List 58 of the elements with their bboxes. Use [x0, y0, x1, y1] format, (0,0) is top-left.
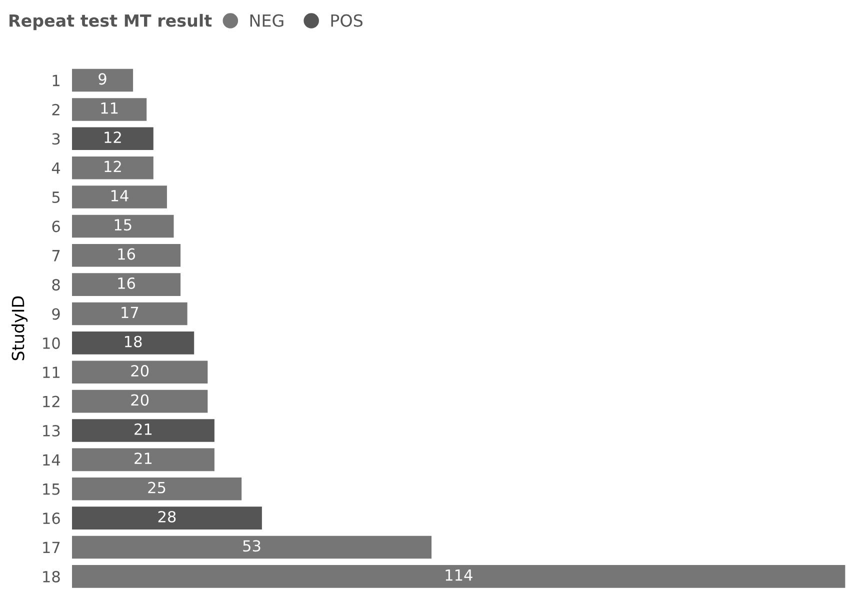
bar: [72, 186, 167, 208]
y-tick-label: 5: [52, 192, 60, 204]
bar: [72, 565, 846, 588]
data-label: 12: [104, 160, 121, 172]
bar: [72, 127, 154, 150]
data-label: 15: [114, 219, 132, 231]
data-label: 20: [131, 394, 149, 406]
data-label: 12: [104, 132, 121, 143]
data-label: 14: [111, 190, 128, 202]
y-tick-label: 1: [52, 74, 60, 86]
data-label: 11: [101, 102, 118, 114]
y-tick-label: 4: [52, 162, 60, 174]
y-tick-label: 9: [52, 308, 60, 320]
bar: [72, 68, 134, 92]
bar: [72, 332, 194, 354]
data-label: 21: [134, 452, 152, 464]
y-tick-label: 11: [43, 366, 60, 378]
bar: [72, 360, 208, 384]
data-label: 16: [118, 277, 136, 290]
y-tick-label: 6: [52, 220, 60, 232]
data-label: 21: [134, 423, 152, 435]
bar: [72, 419, 214, 442]
y-tick-label: 7: [52, 250, 60, 262]
y-tick-label: 14: [43, 454, 60, 466]
legend-title: Repeat test MT result: [10, 14, 212, 30]
legend-label: POS: [331, 14, 362, 27]
y-tick-label: 2: [52, 104, 60, 116]
bar: [72, 448, 214, 472]
legend-label: NEG: [250, 14, 284, 27]
bar: [72, 156, 154, 180]
y-tick-label: 12: [43, 396, 60, 408]
data-label: 18: [125, 336, 142, 348]
y-tick-label: 15: [43, 484, 60, 495]
y-tick-label: 17: [43, 542, 60, 554]
y-tick-label: 16: [43, 512, 60, 524]
bar: [72, 244, 181, 267]
data-label: 20: [131, 365, 149, 377]
data-label: 9: [98, 73, 106, 85]
bar: [72, 536, 432, 559]
y-tick-label: 18: [43, 570, 60, 582]
y-tick-label: 13: [43, 424, 60, 437]
y-axis-title: StudyID: [11, 296, 28, 360]
bar: [72, 477, 242, 500]
bar: [72, 273, 181, 296]
bar: [72, 390, 208, 413]
data-label: 28: [158, 510, 176, 522]
y-tick-label: 3: [52, 133, 60, 145]
y-tick-label: 8: [52, 279, 60, 291]
data-label: 16: [118, 248, 136, 260]
data-label: 53: [243, 540, 260, 552]
data-label: 17: [122, 306, 138, 318]
bar: [72, 98, 147, 121]
data-label: 114: [446, 570, 472, 581]
data-label: 25: [148, 482, 166, 494]
bar: [72, 302, 188, 326]
bar: [72, 506, 262, 530]
y-tick-label: 10: [43, 337, 60, 349]
bar: [72, 214, 174, 238]
